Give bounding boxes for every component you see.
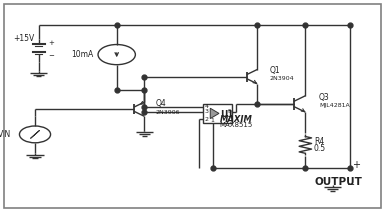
Text: +15V: +15V <box>14 34 35 43</box>
Text: VIN: VIN <box>0 130 12 139</box>
Polygon shape <box>210 108 219 119</box>
Text: −: − <box>48 52 54 59</box>
Text: 10mA: 10mA <box>71 50 93 59</box>
FancyBboxPatch shape <box>203 104 233 123</box>
Text: U1: U1 <box>220 110 233 119</box>
Text: R4: R4 <box>314 137 324 146</box>
Text: Q3: Q3 <box>319 93 330 101</box>
Text: Q4: Q4 <box>156 100 166 108</box>
Text: MAXIM: MAXIM <box>220 115 253 124</box>
Text: 4: 4 <box>205 104 209 109</box>
Text: MJL4281A: MJL4281A <box>319 103 350 108</box>
Text: 0.5: 0.5 <box>314 144 326 153</box>
Text: 2N3904: 2N3904 <box>270 76 294 81</box>
Text: Q1: Q1 <box>270 66 280 75</box>
Text: −: − <box>347 180 356 190</box>
Text: 2N3906: 2N3906 <box>156 110 180 115</box>
Text: 2: 2 <box>205 117 209 122</box>
Text: 5: 5 <box>228 109 231 114</box>
Text: 1: 1 <box>210 118 214 123</box>
Text: +: + <box>352 160 360 170</box>
Text: OUTPUT: OUTPUT <box>314 177 363 187</box>
Text: +: + <box>48 39 54 46</box>
Text: 3: 3 <box>205 109 209 114</box>
Text: MAX8515: MAX8515 <box>220 122 253 127</box>
